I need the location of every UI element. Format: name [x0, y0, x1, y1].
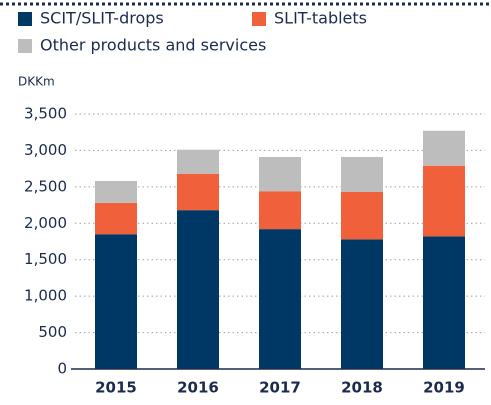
bar-segment: [341, 191, 383, 240]
legend-label: Other products and services: [40, 36, 266, 55]
y-tick-label: 500: [38, 323, 67, 341]
legend-label: SLIT-tablets: [274, 9, 367, 28]
bar-segment: [341, 239, 383, 369]
y-tick-label: 3,000: [24, 141, 67, 159]
legend-label: SCIT/SLIT-drops: [40, 9, 164, 28]
y-tick-label: 0: [57, 360, 67, 378]
bar-segment: [423, 236, 465, 369]
bar-segment: [259, 156, 301, 192]
y-tick-label: 2,500: [24, 177, 67, 195]
y-tick-label: 3,500: [24, 105, 67, 123]
bar-segment: [95, 234, 137, 369]
legend-swatch: [18, 39, 32, 53]
bar-segment: [177, 210, 219, 369]
x-tick-label: 2018: [341, 379, 383, 397]
x-tick-label: 2019: [423, 379, 465, 397]
y-tick-label: 1,500: [24, 250, 67, 268]
bar-segment: [177, 149, 219, 174]
bar-segment: [423, 130, 465, 166]
x-tick-label: 2017: [259, 379, 301, 397]
bar-segment: [95, 202, 137, 235]
y-tick-label: 2,000: [24, 214, 67, 232]
y-tick-label: 1,000: [24, 287, 67, 305]
y-axis-label: DKKm: [18, 75, 55, 89]
bar-segment: [259, 229, 301, 369]
legend-swatch: [252, 12, 266, 26]
x-tick-label: 2016: [177, 379, 219, 397]
bar-segment: [423, 165, 465, 237]
bar-segment: [177, 173, 219, 211]
bar-segment: [95, 181, 137, 203]
legend-swatch: [18, 12, 32, 26]
x-tick-label: 2015: [95, 379, 137, 397]
bar-segment: [341, 156, 383, 192]
bar-segment: [259, 191, 301, 230]
